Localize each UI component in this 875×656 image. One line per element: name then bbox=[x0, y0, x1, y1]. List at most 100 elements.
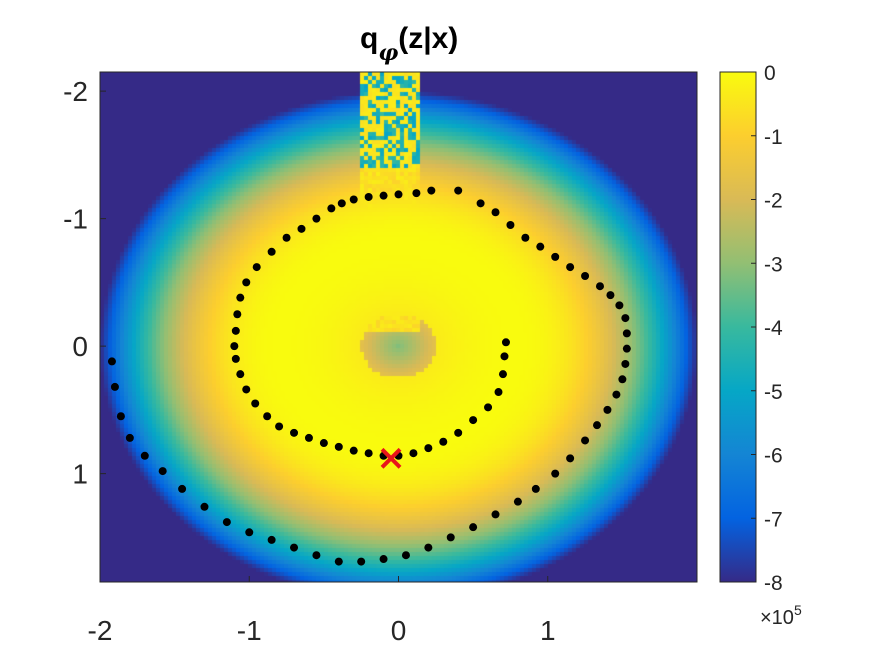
data-point bbox=[566, 454, 575, 463]
data-point bbox=[531, 484, 540, 493]
colorbar: 0 -1 -2 -3 -4 -5 -6 -7 -8 ×105 bbox=[719, 62, 802, 629]
data-point bbox=[337, 199, 346, 208]
data-point bbox=[349, 446, 358, 455]
data-point bbox=[334, 557, 343, 566]
data-point bbox=[581, 436, 590, 445]
data-point bbox=[498, 370, 507, 379]
data-point bbox=[424, 543, 433, 552]
data-point bbox=[233, 310, 242, 319]
data-point bbox=[603, 405, 612, 414]
colorbar-tick-label: -5 bbox=[764, 381, 783, 404]
y-tick-label: -1 bbox=[63, 204, 88, 235]
data-point bbox=[551, 252, 560, 261]
data-point bbox=[110, 382, 119, 391]
x-tick-label: 0 bbox=[391, 615, 407, 646]
data-point bbox=[312, 551, 321, 560]
x-axis-ticks: -2 -1 0 1 bbox=[88, 576, 556, 646]
data-point bbox=[606, 291, 615, 300]
data-point bbox=[236, 293, 245, 302]
data-point bbox=[424, 444, 433, 453]
x-tick-label: -2 bbox=[88, 615, 113, 646]
y-axis-ticks: -2 -1 0 1 bbox=[63, 76, 106, 490]
heatmap-image bbox=[100, 72, 697, 582]
data-point bbox=[263, 412, 272, 421]
colorbar-tick-label: -7 bbox=[764, 508, 783, 531]
colorbar-exponent: ×105 bbox=[760, 602, 802, 629]
colorbar-tick-label: -1 bbox=[764, 126, 783, 149]
data-point bbox=[231, 326, 240, 335]
data-point bbox=[242, 385, 251, 394]
data-point bbox=[245, 528, 254, 537]
data-point bbox=[394, 190, 403, 199]
data-point bbox=[267, 247, 276, 256]
data-point bbox=[297, 224, 306, 233]
data-point bbox=[304, 433, 313, 442]
data-point bbox=[484, 403, 493, 412]
target-marker bbox=[380, 447, 402, 469]
data-point bbox=[401, 551, 410, 560]
chart-title: qφ(z|x) bbox=[360, 22, 458, 66]
data-point bbox=[200, 502, 209, 511]
colorbar-tick-label: -6 bbox=[764, 445, 783, 468]
data-point bbox=[595, 282, 604, 291]
data-point bbox=[469, 523, 478, 532]
data-point bbox=[439, 437, 448, 446]
spiral-points bbox=[107, 186, 631, 566]
data-point bbox=[491, 510, 500, 519]
y-tick-label: 1 bbox=[72, 459, 88, 490]
colorbar-tick-label: -2 bbox=[764, 190, 783, 213]
data-point bbox=[500, 352, 509, 361]
data-point bbox=[327, 204, 336, 213]
data-point bbox=[349, 195, 358, 204]
data-point bbox=[446, 533, 455, 542]
data-point bbox=[251, 399, 260, 408]
data-point bbox=[236, 370, 245, 379]
y-tick-label: -2 bbox=[63, 76, 88, 107]
data-point bbox=[566, 263, 575, 272]
data-point bbox=[379, 191, 388, 200]
data-point bbox=[621, 359, 630, 368]
colorbar-tick-label: -8 bbox=[764, 572, 783, 595]
data-point bbox=[494, 388, 503, 397]
data-point bbox=[501, 338, 510, 347]
data-point bbox=[506, 221, 515, 229]
data-point bbox=[379, 555, 388, 564]
data-point bbox=[612, 390, 621, 399]
colorbar-gradient bbox=[719, 71, 757, 583]
data-point bbox=[230, 342, 239, 351]
data-point bbox=[491, 208, 500, 217]
data-point bbox=[536, 242, 545, 251]
x-tick-label: 1 bbox=[540, 615, 556, 646]
data-point bbox=[290, 543, 299, 552]
data-point bbox=[409, 449, 418, 458]
data-point bbox=[622, 344, 631, 353]
data-point bbox=[334, 442, 343, 451]
data-point bbox=[178, 484, 187, 493]
colorbar-tick-label: -3 bbox=[764, 253, 783, 276]
colorbar-tick-label: -4 bbox=[764, 317, 783, 340]
data-point bbox=[581, 272, 590, 280]
data-point bbox=[290, 428, 299, 437]
data-point bbox=[454, 186, 463, 195]
data-point bbox=[454, 428, 463, 437]
data-point bbox=[618, 375, 627, 384]
data-point bbox=[231, 354, 240, 363]
x-tick-label: -1 bbox=[237, 615, 262, 646]
data-point bbox=[427, 186, 436, 195]
y-tick-label: 0 bbox=[72, 331, 88, 362]
data-point bbox=[513, 497, 522, 506]
data-point bbox=[275, 422, 284, 431]
data-point bbox=[125, 433, 134, 442]
data-point bbox=[107, 357, 116, 366]
marker-stroke bbox=[380, 447, 402, 469]
data-point bbox=[469, 416, 478, 425]
data-point bbox=[222, 518, 231, 527]
title-subscript: φ bbox=[378, 40, 398, 66]
data-point bbox=[412, 189, 421, 198]
data-point bbox=[615, 301, 624, 310]
data-point bbox=[622, 329, 631, 338]
data-point bbox=[621, 314, 630, 323]
data-point bbox=[140, 451, 149, 460]
data-point bbox=[364, 192, 373, 201]
